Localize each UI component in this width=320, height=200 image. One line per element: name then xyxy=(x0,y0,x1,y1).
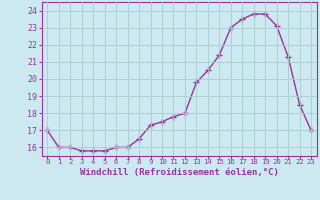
X-axis label: Windchill (Refroidissement éolien,°C): Windchill (Refroidissement éolien,°C) xyxy=(80,168,279,177)
